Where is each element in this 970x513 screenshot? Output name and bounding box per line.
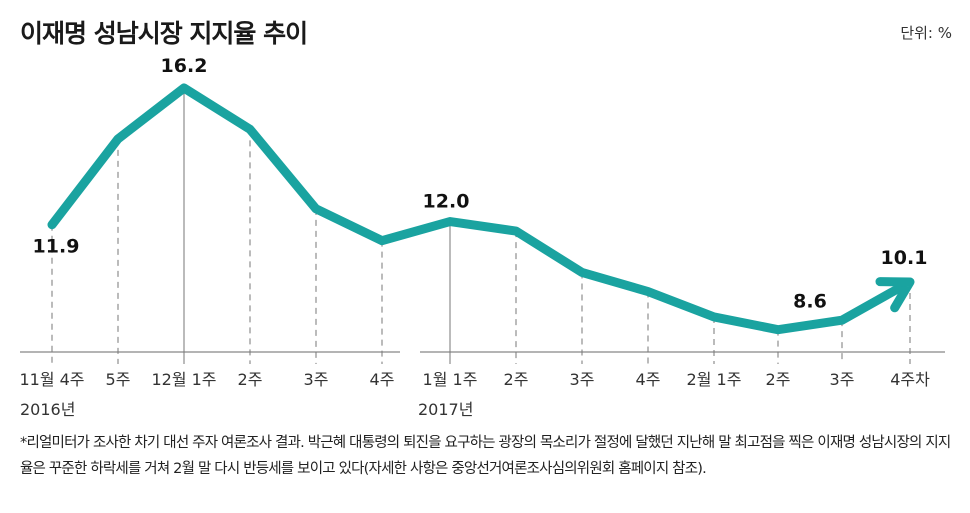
x-tick-label: 2주 xyxy=(504,370,529,389)
x-tick-label: 3주 xyxy=(304,370,329,389)
x-tick-label: 1월 1주 xyxy=(423,370,478,389)
x-tick-label: 11월 4주 xyxy=(19,370,84,389)
series-line xyxy=(47,83,908,335)
year-label: 2017년 xyxy=(418,400,473,419)
data-label: 16.2 xyxy=(161,55,208,77)
x-tick-label: 2주 xyxy=(238,370,263,389)
line-chart: 11월 4주 5주 12월 1주 2주 3주 4주 1월 1주 2주 3주 4주 2월 1주 2주 3주… xyxy=(19,55,945,419)
chart-title: 이재명 성남시장 지지율 추이 xyxy=(20,19,308,48)
data-label: 12.0 xyxy=(423,191,470,213)
footnote: *리얼미터가 조사한 차기 대선 주자 여론조사 결과. 박근혜 대통령의 퇴진… xyxy=(20,435,951,477)
data-label: 10.1 xyxy=(881,247,928,269)
data-label: 11.9 xyxy=(33,236,80,258)
x-tick-label: 4주 xyxy=(370,370,395,389)
unit-label: 단위: % xyxy=(900,24,952,42)
x-tick-label: 2월 1주 xyxy=(687,370,742,389)
year-label: 2016년 xyxy=(20,400,75,419)
x-tick-label: 3주 xyxy=(570,370,595,389)
data-label: 8.6 xyxy=(793,291,827,313)
x-tick-label: 5주 xyxy=(106,370,131,389)
x-tick-label: 4주차 xyxy=(890,370,930,389)
x-tick-label: 12월 1주 xyxy=(151,370,216,389)
arrow-head xyxy=(875,277,915,313)
x-tick-label: 4주 xyxy=(636,370,661,389)
x-tick-label: 3주 xyxy=(830,370,855,389)
x-tick-label: 2주 xyxy=(766,370,791,389)
